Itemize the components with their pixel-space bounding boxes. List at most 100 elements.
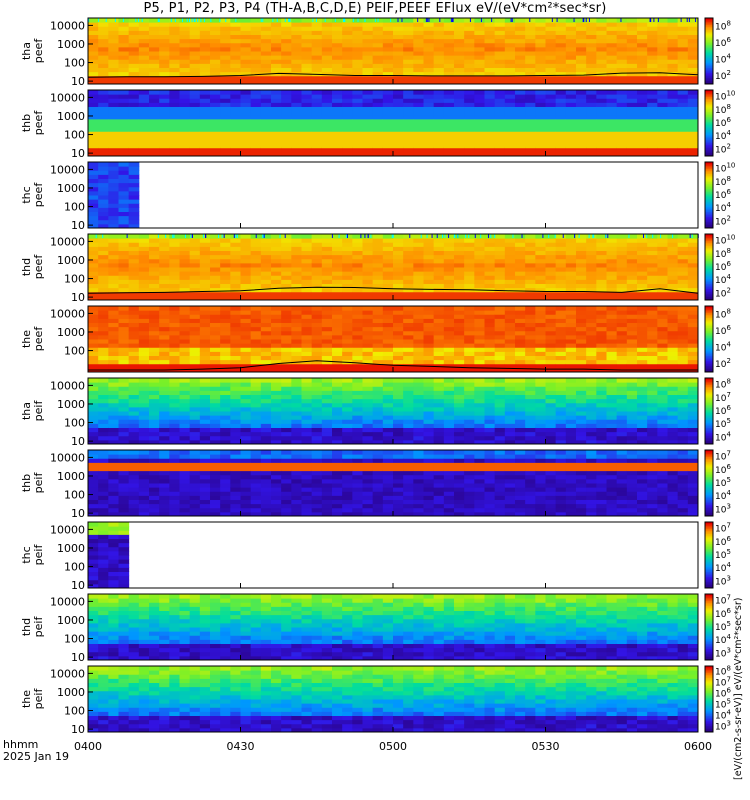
heatmap-cell	[128, 34, 140, 40]
heatmap-cell	[321, 242, 333, 247]
heatmap-cell	[179, 419, 191, 424]
heatmap-cell	[677, 90, 689, 95]
heatmap-cell	[240, 71, 252, 77]
heatmap-cell	[515, 94, 526, 99]
heatmap-cell	[138, 55, 150, 60]
heatmap-cell	[413, 151, 424, 157]
heatmap-cell	[484, 279, 496, 284]
heatmap-cell	[332, 339, 343, 344]
heatmap-cell	[535, 46, 546, 52]
heatmap-cell	[494, 339, 506, 344]
heatmap-cell	[413, 46, 424, 52]
heatmap-cell	[413, 427, 424, 433]
heatmap-cell	[220, 359, 231, 365]
heatmap-cell	[504, 295, 516, 301]
heatmap-cell	[88, 59, 99, 64]
heatmap-cell	[423, 262, 435, 268]
heatmap-cell	[128, 170, 140, 175]
heatmap-cell	[250, 351, 262, 356]
heatmap-cell	[179, 382, 191, 387]
heatmap-cell	[372, 339, 384, 344]
heatmap-cell	[159, 18, 170, 23]
heatmap-cell	[352, 51, 363, 56]
heatmap-cell	[291, 419, 302, 424]
heatmap-cell	[504, 42, 516, 48]
heatmap-cell	[210, 127, 221, 132]
heatmap-cell	[464, 94, 475, 99]
heatmap-cell	[474, 94, 485, 99]
heatmap-cell	[88, 310, 99, 315]
colorbar-segment	[705, 146, 713, 149]
heatmap-cell	[189, 151, 201, 157]
heatmap-cell	[535, 351, 546, 356]
top-stripe	[556, 18, 558, 22]
heatmap-cell	[281, 363, 292, 369]
heatmap-cell	[128, 330, 140, 336]
heatmap-cell	[189, 42, 201, 48]
heatmap-cell	[474, 34, 485, 40]
heatmap-cell	[118, 250, 130, 256]
heatmap-cell	[321, 254, 333, 260]
heatmap-cell	[555, 355, 567, 361]
heatmap-cell	[149, 326, 160, 332]
heatmap-cell	[342, 355, 353, 361]
heatmap-cell	[332, 439, 343, 445]
heatmap-cell	[352, 378, 363, 383]
heatmap-cell	[555, 334, 567, 340]
heatmap-cell	[271, 390, 282, 395]
heatmap-cell	[433, 334, 445, 340]
heatmap-cell	[230, 318, 241, 323]
heatmap-cell	[504, 258, 516, 264]
heatmap-cell	[220, 238, 231, 243]
heatmap-cell	[240, 291, 252, 297]
heatmap-cell	[210, 258, 221, 264]
heatmap-cell	[484, 135, 496, 140]
heatmap-cell	[576, 262, 587, 268]
heatmap-cell	[687, 306, 699, 311]
heatmap-cell	[626, 343, 638, 348]
heatmap-cell	[230, 275, 241, 280]
heatmap-cell	[616, 310, 628, 315]
heatmap-cell	[657, 295, 668, 301]
heatmap-cell	[565, 339, 577, 344]
heatmap-cell	[484, 246, 496, 251]
heatmap-cell	[98, 26, 109, 31]
heatmap-cell	[321, 42, 333, 48]
heatmap-cell	[128, 123, 140, 128]
heatmap-cell	[382, 310, 394, 315]
heatmap-cell	[606, 46, 618, 52]
heatmap-cell	[332, 310, 343, 315]
heatmap-cell	[199, 30, 211, 35]
heatmap-cell	[210, 90, 221, 95]
heatmap-cell	[108, 363, 119, 369]
heatmap-cell	[494, 238, 506, 243]
heatmap-cell	[647, 18, 658, 23]
heatmap-cell	[118, 295, 130, 301]
heatmap-cell	[179, 275, 191, 280]
heatmap-cell	[443, 359, 455, 365]
heatmap-cell	[433, 38, 445, 44]
heatmap-cell	[342, 127, 353, 132]
heatmap-cell	[443, 234, 455, 239]
heatmap-cell	[311, 139, 323, 145]
heatmap-cell	[332, 271, 343, 276]
heatmap-cell	[98, 334, 109, 340]
colorbar-segment	[705, 204, 713, 208]
heatmap-cell	[352, 334, 363, 340]
y-tick-label: 100	[64, 57, 85, 70]
heatmap-cell	[138, 98, 150, 103]
top-stripe	[511, 18, 513, 22]
heatmap-cell	[352, 351, 363, 356]
heatmap-cell	[555, 367, 567, 373]
heatmap-cell	[311, 106, 323, 112]
heatmap-cell	[108, 283, 119, 289]
heatmap-cell	[352, 322, 363, 328]
heatmap-cell	[423, 79, 435, 85]
heatmap-cell	[88, 118, 99, 124]
heatmap-cell	[393, 306, 404, 311]
colorbar-segment	[705, 353, 713, 356]
heatmap-cell	[647, 30, 658, 35]
heatmap-cell	[281, 295, 292, 301]
heatmap-cell	[433, 378, 445, 383]
heatmap-cell	[637, 279, 648, 284]
